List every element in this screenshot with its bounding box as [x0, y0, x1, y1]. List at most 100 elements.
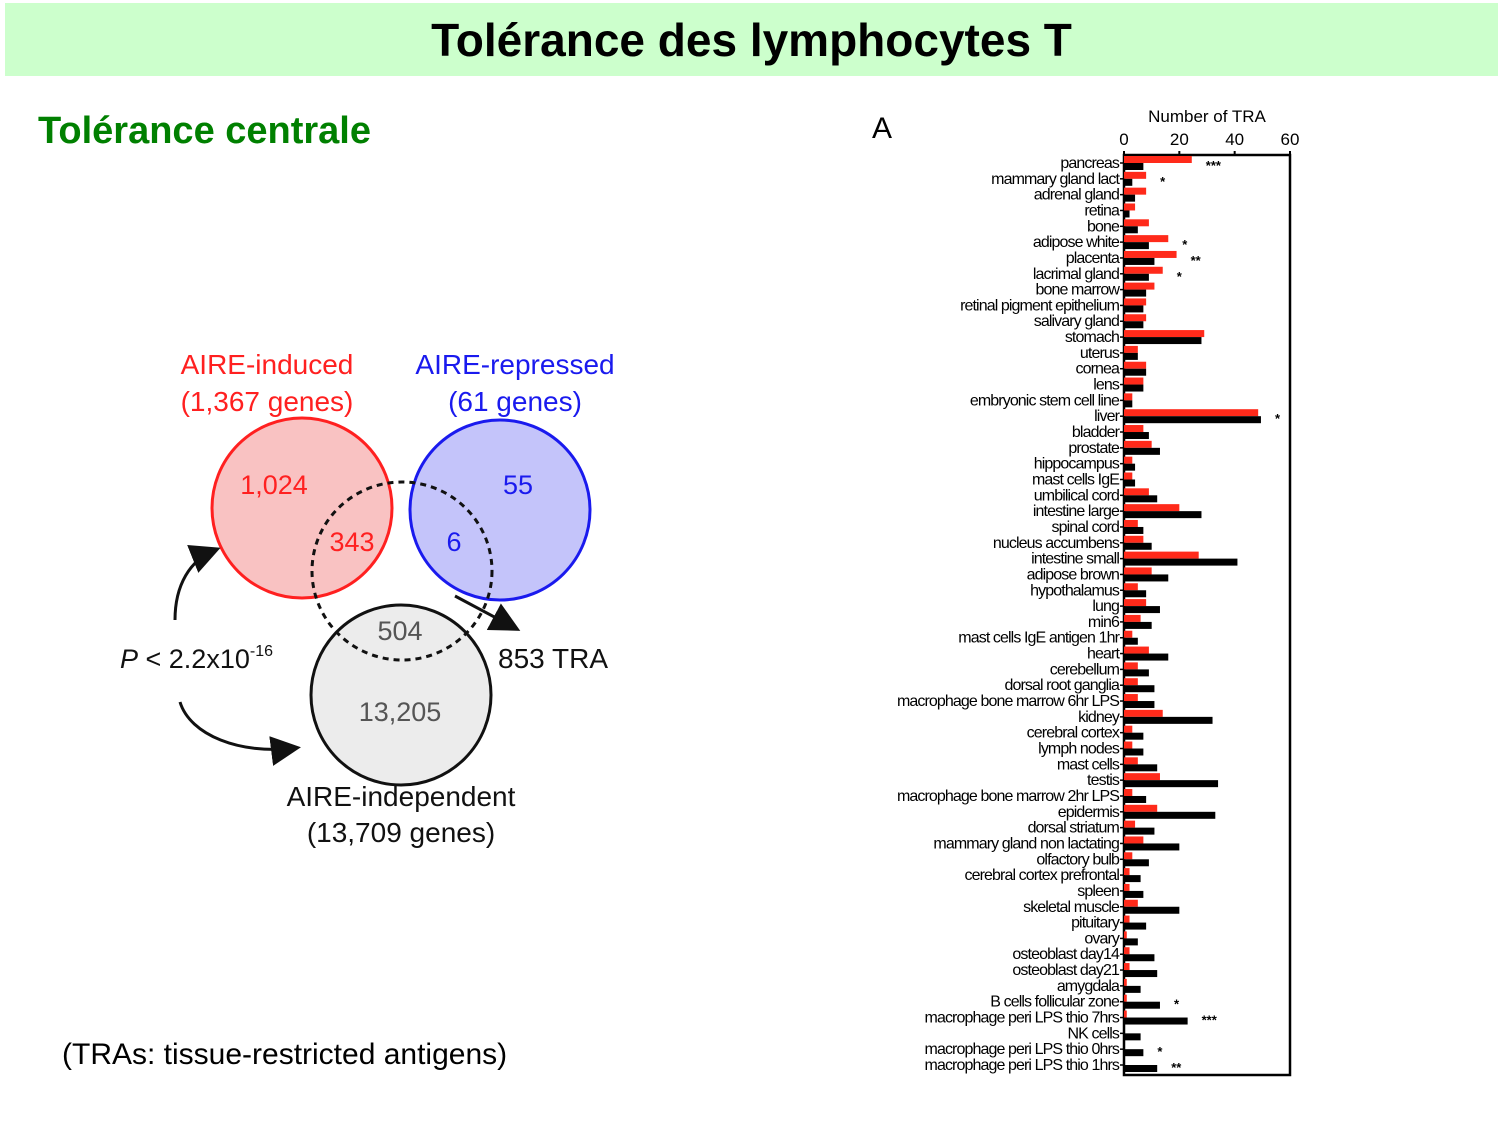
arrow-to-independent: [178, 701, 301, 766]
bar-aire-induced: [1124, 361, 1147, 369]
bar-aire-independent: [1124, 321, 1144, 329]
bar-aire-independent: [1124, 352, 1138, 360]
category-label: bone marrow: [1036, 282, 1121, 299]
category-label: macrophage bone marrow 6hr LPS: [897, 693, 1119, 710]
bar-aire-induced: [1124, 899, 1138, 907]
arrow-to-induced: [173, 545, 221, 621]
p-value: P < 2.2x10-16: [120, 643, 273, 674]
bar-aire-independent: [1124, 890, 1144, 898]
category-label: kidney: [1078, 709, 1120, 726]
bar-aire-induced: [1124, 187, 1147, 195]
bar-aire-independent: [1124, 970, 1158, 978]
category-label: lacrimal gland: [1033, 266, 1119, 283]
bar-aire-induced: [1124, 678, 1138, 686]
induced-count: (1,367 genes): [181, 386, 354, 417]
bar-aire-independent: [1124, 938, 1138, 946]
category-label: cerebral cortex prefrontal: [965, 867, 1120, 884]
bar-aire-independent: [1124, 795, 1147, 803]
induced-tra-count: 343: [329, 527, 374, 557]
bar-aire-induced: [1124, 630, 1133, 638]
category-label: intestine large: [1033, 503, 1120, 520]
category-label: spinal cord: [1052, 519, 1119, 536]
category-label: epidermis: [1058, 804, 1120, 821]
bar-aire-induced: [1124, 535, 1144, 543]
bar-aire-induced: [1124, 820, 1136, 828]
bar-aire-independent: [1124, 669, 1149, 677]
bar-aire-induced: [1124, 662, 1138, 670]
bar-aire-induced: [1124, 314, 1147, 322]
bar-aire-independent: [1124, 163, 1144, 170]
category-label: mast cells: [1057, 756, 1120, 773]
category-label: lung: [1092, 598, 1119, 615]
category-label: mast cells IgE: [1032, 471, 1119, 488]
category-label: placenta: [1066, 250, 1120, 267]
category-label: intestine small: [1031, 551, 1119, 568]
category-label: prostate: [1068, 440, 1120, 457]
footnote: (TRAs: tissue-restricted antigens): [62, 1038, 508, 1071]
bar-aire-induced: [1124, 646, 1149, 654]
bar-aire-independent: [1124, 305, 1144, 313]
bar-aire-induced: [1124, 282, 1155, 290]
bar-aire-induced: [1124, 266, 1163, 274]
chart-title: Number of TRA: [1148, 107, 1266, 126]
induced-only-count: 1,024: [240, 470, 308, 500]
bar-aire-independent: [1124, 226, 1138, 234]
significance-mark: *: [1275, 411, 1281, 426]
bar-aire-independent: [1124, 1001, 1160, 1009]
independent-label: AIRE-independent: [287, 781, 516, 812]
bar-aire-induced: [1124, 409, 1259, 417]
category-label: cerebral cortex: [1027, 725, 1120, 742]
bar-aire-induced: [1124, 456, 1133, 464]
category-label: stomach: [1065, 329, 1119, 346]
category-label: hypothalamus: [1030, 582, 1120, 599]
bar-aire-independent: [1124, 178, 1133, 186]
bar-aire-induced: [1124, 915, 1130, 923]
bar-aire-independent: [1124, 432, 1149, 440]
bar-aire-induced: [1124, 852, 1133, 860]
bar-aire-induced: [1124, 931, 1127, 939]
category-label: cerebellum: [1050, 661, 1120, 678]
bar-aire-independent: [1124, 748, 1144, 756]
tra-dashed-outline: [310, 480, 494, 662]
bar-aire-induced: [1124, 773, 1160, 781]
bar-aire-induced: [1124, 235, 1169, 243]
bar-aire-induced: [1124, 757, 1138, 765]
category-label: embryonic stem cell line: [970, 392, 1120, 409]
category-label: macrophage bone marrow 2hr LPS: [897, 788, 1119, 805]
category-label: lymph nodes: [1038, 741, 1120, 758]
bar-aire-independent: [1124, 954, 1155, 962]
bar-aire-induced: [1124, 171, 1147, 179]
bar-aire-independent: [1124, 1017, 1188, 1025]
bar-aire-induced: [1124, 947, 1130, 955]
bar-aire-independent: [1124, 637, 1138, 645]
bar-aire-independent: [1124, 985, 1141, 993]
category-label: skeletal muscle: [1023, 899, 1120, 916]
bar-aire-induced: [1124, 377, 1144, 385]
category-label: salivary gland: [1034, 313, 1119, 330]
repressed-tra-count: 6: [446, 527, 461, 557]
x-tick-label: 40: [1225, 130, 1244, 149]
bar-aire-independent: [1124, 1033, 1141, 1041]
induced-label: AIRE-induced: [181, 349, 354, 380]
category-label: testis: [1087, 772, 1120, 789]
bar-aire-induced: [1124, 250, 1177, 258]
category-label: cornea: [1075, 361, 1120, 378]
bar-aire-induced: [1124, 519, 1138, 527]
bar-aire-independent: [1124, 495, 1158, 503]
bar-aire-independent: [1124, 827, 1155, 835]
category-label: mammary gland lact: [991, 171, 1120, 188]
bar-aire-induced: [1124, 741, 1133, 749]
independent-tra-count: 504: [377, 616, 422, 646]
venn-diagram: AIRE-induced (1,367 genes) AIRE-represse…: [120, 349, 615, 848]
section-subtitle: Tolérance centrale: [38, 110, 372, 152]
significance-mark: *: [1177, 269, 1183, 284]
category-label: umbilical cord: [1034, 487, 1119, 504]
bar-aire-induced: [1124, 488, 1149, 496]
bar-aire-induced: [1124, 994, 1127, 1002]
category-label: macrophage peri LPS thio 7hrs: [925, 1010, 1120, 1027]
title-bar: Tolérance des lymphocytes T: [5, 3, 1498, 76]
bar-aire-induced: [1124, 1010, 1127, 1018]
category-label: adrenal gland: [1034, 187, 1119, 204]
bar-aire-induced: [1124, 804, 1158, 812]
